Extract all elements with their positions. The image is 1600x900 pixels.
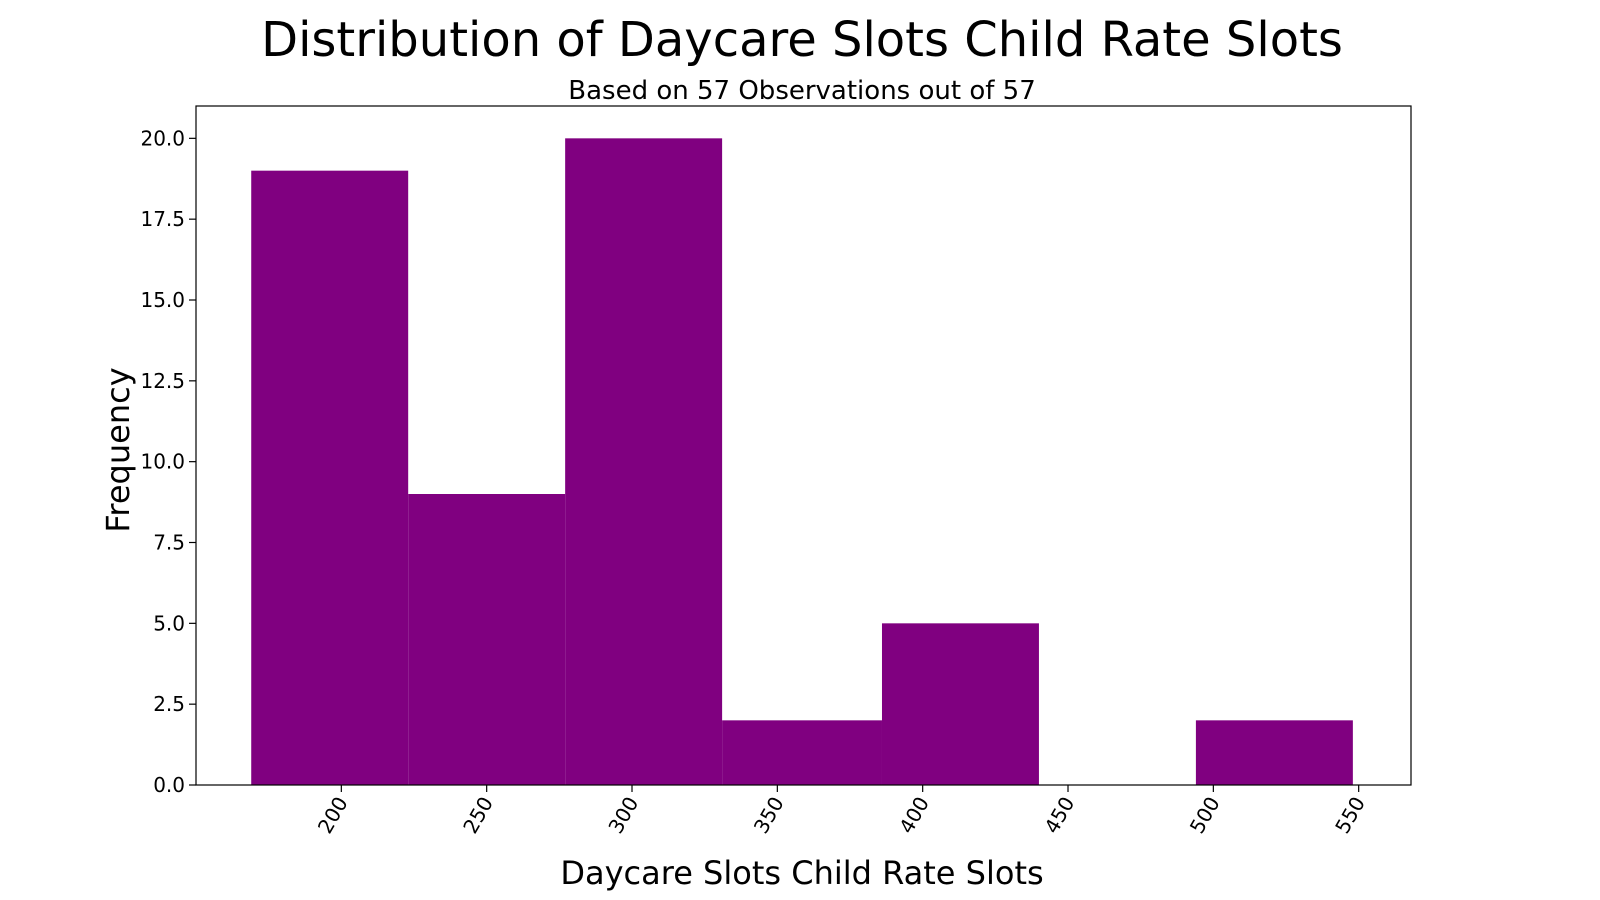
x-tick-label: 250 [458, 793, 498, 838]
histogram-bar-1 [408, 494, 566, 785]
y-tick-label: 5.0 [153, 611, 185, 635]
bars-group [251, 138, 1353, 786]
histogram-bar-2 [565, 138, 723, 786]
y-axis-ticks: 0.0 2.5 5.0 7.5 10.0 12.5 15.0 17.5 20.0 [140, 126, 196, 797]
x-axis-label: Daycare Slots Child Rate Slots [560, 854, 1043, 892]
x-tick-label: 450 [1039, 793, 1079, 838]
x-tick-label: 400 [894, 793, 934, 838]
y-tick-label: 17.5 [140, 207, 185, 231]
y-tick-label: 20.0 [140, 126, 185, 150]
chart-title: Distribution of Daycare Slots Child Rate… [261, 12, 1343, 68]
y-tick-label: 15.0 [140, 288, 185, 312]
y-tick-label: 7.5 [153, 531, 185, 555]
x-tick-label: 300 [603, 793, 643, 838]
histogram-bar-3 [722, 720, 882, 785]
histogram-bar-6 [1195, 720, 1353, 785]
y-tick-label: 12.5 [140, 369, 185, 393]
x-tick-label: 550 [1330, 793, 1370, 838]
x-tick-label: 500 [1185, 793, 1225, 838]
y-tick-label: 0.0 [153, 773, 185, 797]
x-axis-ticks: 200 250 300 350 400 450 500 550 [313, 785, 1370, 838]
x-tick-label: 200 [313, 793, 353, 838]
x-tick-label: 350 [749, 793, 789, 838]
histogram-bar-4 [881, 623, 1039, 785]
y-tick-label: 10.0 [140, 450, 185, 474]
histogram-bar-0 [251, 170, 409, 785]
chart-subtitle: Based on 57 Observations out of 57 [568, 76, 1035, 106]
y-axis-label: Frequency [99, 367, 137, 532]
plot-area [195, 105, 1412, 786]
y-tick-label: 2.5 [153, 692, 185, 716]
